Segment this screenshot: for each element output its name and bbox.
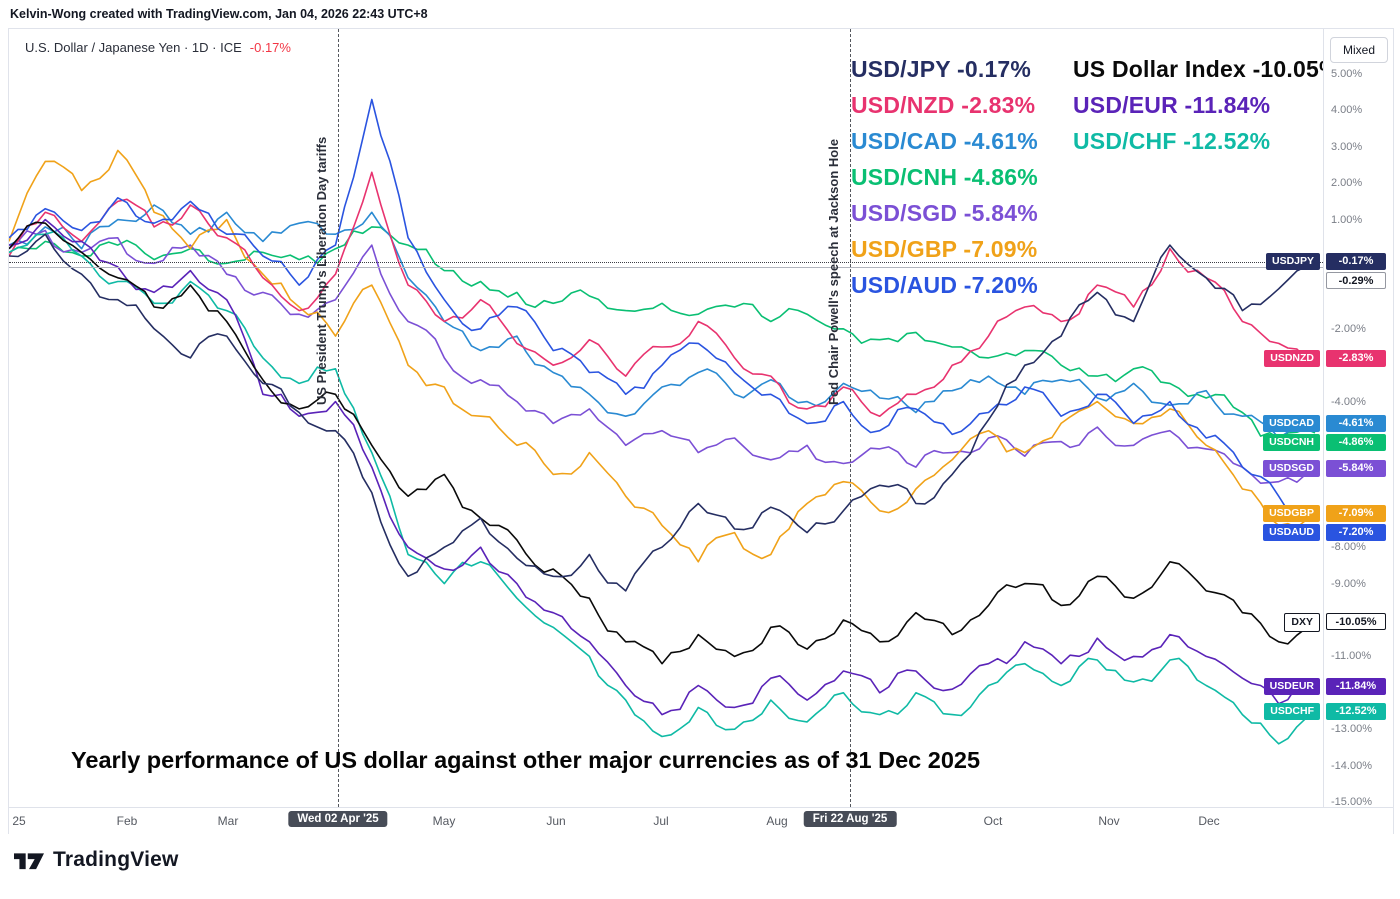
time-tick-may: May: [432, 814, 456, 828]
axis-badge-usdgbp: -7.09%: [1326, 505, 1386, 523]
tradingview-wordmark: TradingView: [53, 848, 179, 871]
legend-row: USD/GBP -7.09%: [851, 231, 1323, 267]
legend-item: USD/JPY -0.17%: [851, 56, 1032, 82]
price-scale-mode-button[interactable]: Mixed: [1330, 37, 1388, 63]
time-tick-feb: Feb: [116, 814, 138, 828]
series-label-usdchf: USDCHF: [1264, 702, 1320, 720]
legend-item: USD/NZD -2.83%: [851, 92, 1036, 118]
legend-item: USD/GBP -7.09%: [851, 236, 1038, 262]
price-tick: -4.00%: [1331, 395, 1366, 408]
legend-item: USD/CAD -4.61%: [851, 128, 1038, 154]
legend-item: USD/CHF -12.52%: [1073, 128, 1271, 154]
chart-frame: U.S. Dollar / Japanese Yen · 1D · ICE -0.…: [8, 28, 1394, 834]
time-tick-nov: Nov: [1098, 814, 1120, 828]
price-tick: 5.00%: [1331, 68, 1363, 80]
price-tick: -9.00%: [1331, 577, 1366, 590]
legend-row: USD/CNH -4.86%: [851, 159, 1323, 195]
axis-badge-usdsgd: -5.84%: [1326, 459, 1386, 477]
series-line-usdjpy: [9, 233, 1316, 592]
time-tick-dec: Dec: [1198, 814, 1220, 828]
chart-plot-area[interactable]: U.S. Dollar / Japanese Yen · 1D · ICE -0.…: [9, 29, 1323, 807]
series-label-usdjpy: USDJPY: [1265, 253, 1320, 271]
symbol-change: -0.17%: [249, 40, 291, 55]
time-tick-oct: Oct: [983, 814, 1003, 828]
time-axis-event-badge: Fri 22 Aug '25: [803, 811, 897, 827]
legend-item: US Dollar Index -10.05%: [1073, 56, 1323, 82]
price-tick: -8.00%: [1331, 541, 1366, 554]
event-line-1: [338, 29, 339, 807]
series-line-usdchf: [9, 230, 1316, 745]
axis-badge-usdeur: -11.84%: [1326, 677, 1386, 695]
prev-close-line: [9, 266, 1323, 268]
series-line-usdaud: [9, 98, 1316, 519]
performance-legend: USD/JPY -0.17% US Dollar Index -10.05% USD…: [851, 51, 1323, 303]
event-label-1: US President Trump's Liberation Day tari…: [314, 136, 329, 405]
time-axis[interactable]: Wed 02 Apr '25 Fri 22 Aug '25 25 Feb Mar May J…: [9, 807, 1393, 834]
series-lines-canvas: [9, 98, 1316, 745]
series-label-usdcad: USDCAD: [1263, 414, 1320, 432]
series-line-usdeur: [9, 218, 1316, 716]
series-line-dxy: [9, 221, 1316, 665]
axis-badge-usdchf: -12.52%: [1326, 702, 1386, 720]
time-tick-aug: Aug: [766, 814, 788, 828]
series-label-usdsgd: USDSGD: [1263, 459, 1320, 477]
series-label-dxy: DXY: [1284, 612, 1320, 632]
symbol-title: U.S. Dollar / Japanese Yen · 1D · ICE: [25, 40, 242, 55]
symbol-info[interactable]: U.S. Dollar / Japanese Yen · 1D · ICE -0.…: [21, 39, 295, 56]
event-line-2: [850, 29, 851, 807]
tradingview-footer[interactable]: TradingView: [14, 847, 179, 873]
price-tick: 2.00%: [1331, 177, 1363, 190]
series-line-usdcnh: [9, 226, 1316, 439]
legend-row: USD/JPY -0.17% US Dollar Index -10.05%: [851, 51, 1323, 87]
price-tick: 1.00%: [1331, 213, 1363, 226]
time-tick-mar: Mar: [217, 814, 239, 828]
legend-row: USD/CAD -4.61% USD/CHF -12.52%: [851, 123, 1323, 159]
axis-badge-usdcad: -4.61%: [1326, 414, 1386, 432]
legend-row: USD/SGD -5.84%: [851, 195, 1323, 231]
time-axis-event-badge: Wed 02 Apr '25: [288, 811, 388, 827]
series-line-usdnzd: [9, 171, 1316, 418]
series-line-usdsgd: [9, 229, 1316, 485]
price-tick: -13.00%: [1331, 723, 1372, 736]
price-tick: 3.00%: [1331, 140, 1363, 153]
axis-badge-usdjpy: -0.17%: [1326, 253, 1386, 271]
time-tick-jul: Jul: [653, 814, 669, 828]
series-label-usdeur: USDEUR: [1263, 677, 1320, 695]
price-axis[interactable]: 5.00% 4.00% 3.00% 2.00% 1.00% -2.00% -4.00% -8.…: [1323, 29, 1393, 808]
axis-badge-usdaud: -7.20%: [1326, 524, 1386, 542]
legend-item: USD/CNH -4.86%: [851, 164, 1038, 190]
time-tick-25: 25: [12, 814, 26, 828]
event-label-2: Fed Chair Powell's speech at Jackson Hol…: [826, 138, 841, 405]
price-tick: -11.00%: [1331, 650, 1372, 663]
legend-item: USD/EUR -11.84%: [1073, 92, 1271, 118]
tradingview-logo-icon: [14, 853, 44, 870]
series-line-usdcad: [9, 204, 1316, 439]
price-tick: -14.00%: [1331, 759, 1372, 772]
axis-badge-usdcnh: -4.86%: [1326, 433, 1386, 451]
legend-item: USD/AUD -7.20%: [851, 272, 1038, 298]
legend-item: USD/SGD -5.84%: [851, 200, 1038, 226]
series-label-usdcnh: USDCNH: [1263, 433, 1320, 451]
price-tick: -15.00%: [1331, 796, 1372, 808]
series-label-usdnzd: USDNZD: [1264, 350, 1320, 367]
series-line-usdgbp: [9, 149, 1316, 563]
price-tick: 4.00%: [1331, 104, 1363, 117]
axis-badge-prev-close: -0.29%: [1326, 272, 1386, 290]
price-tick: -2.00%: [1331, 322, 1366, 335]
attribution-text: Kelvin-Wong created with TradingView.com…: [10, 7, 428, 21]
legend-row: USD/NZD -2.83% USD/EUR -11.84%: [851, 87, 1323, 123]
chart-annotation-note: Yearly performance of US dollar against …: [71, 747, 981, 773]
series-label-usdgbp: USDGBP: [1263, 505, 1320, 523]
current-price-line: [9, 262, 1323, 264]
series-label-usdaud: USDAUD: [1263, 524, 1320, 542]
legend-row: USD/AUD -7.20%: [851, 267, 1323, 303]
axis-badge-usdnzd: -2.83%: [1326, 350, 1386, 367]
time-tick-jun: Jun: [546, 814, 566, 828]
axis-badge-dxy: -10.05%: [1326, 612, 1386, 630]
